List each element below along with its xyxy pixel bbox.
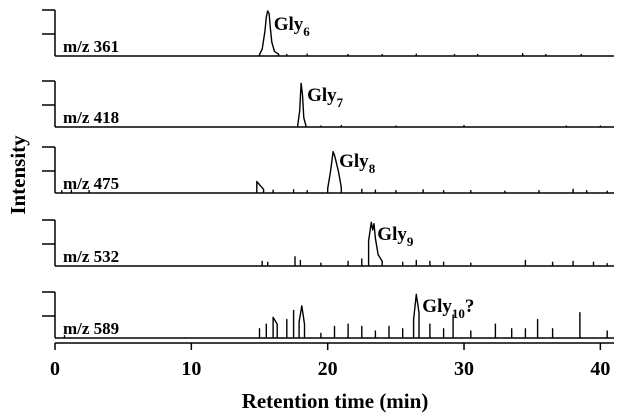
x-tick-label: 20 bbox=[318, 358, 338, 380]
x-tick-label: 30 bbox=[454, 358, 474, 380]
series-label: m/z 589 bbox=[63, 319, 119, 338]
peak-label-base: Gly bbox=[377, 224, 407, 245]
peak-label-base: Gly bbox=[274, 14, 304, 35]
x-ticks: 0 10 20 30 40 bbox=[50, 343, 610, 380]
series-label: m/z 475 bbox=[63, 174, 119, 193]
panel-3: m/z 475 Gly8 bbox=[42, 146, 614, 194]
peak-label-suffix: ? bbox=[465, 296, 475, 317]
peak-label: Gly6 bbox=[274, 14, 311, 39]
peak-label-subscript: 6 bbox=[303, 24, 310, 39]
series-label: m/z 532 bbox=[63, 247, 119, 266]
y-axis-title: Intensity bbox=[6, 135, 30, 215]
peak-label-base: Gly bbox=[422, 296, 452, 317]
peak-label-subscript: 9 bbox=[407, 234, 414, 249]
peak-label: Gly8 bbox=[339, 151, 376, 176]
trace-line bbox=[61, 150, 608, 193]
trace-line bbox=[63, 293, 608, 338]
panel-5: m/z 589 Gly10? bbox=[42, 291, 614, 339]
trace-line bbox=[297, 82, 602, 127]
peak-label-base: Gly bbox=[307, 85, 337, 106]
peak-label: Gly10? bbox=[422, 296, 474, 321]
trace-line bbox=[258, 10, 582, 56]
peak-label-subscript: 10 bbox=[452, 306, 465, 321]
panel-4: m/z 532 Gly9 bbox=[42, 219, 614, 267]
series-label: m/z 361 bbox=[63, 37, 119, 56]
peak-label-subscript: 8 bbox=[369, 161, 376, 176]
x-axis-title: Retention time (min) bbox=[242, 389, 429, 413]
x-tick-label: 0 bbox=[50, 358, 60, 380]
peak-label-subscript: 7 bbox=[337, 95, 344, 110]
panel-2: m/z 418 Gly7 bbox=[42, 80, 614, 128]
peak-label: Gly9 bbox=[377, 224, 414, 249]
series-label: m/z 418 bbox=[63, 108, 119, 127]
x-tick-label: 10 bbox=[181, 358, 201, 380]
x-axis: 0 10 20 30 40 bbox=[50, 342, 614, 380]
panel-1: m/z 361 Gly6 bbox=[42, 9, 614, 57]
peak-label-base: Gly bbox=[339, 151, 369, 172]
peak-label: Gly7 bbox=[307, 85, 344, 110]
x-tick-label: 40 bbox=[590, 358, 610, 380]
trace-line bbox=[261, 221, 608, 266]
